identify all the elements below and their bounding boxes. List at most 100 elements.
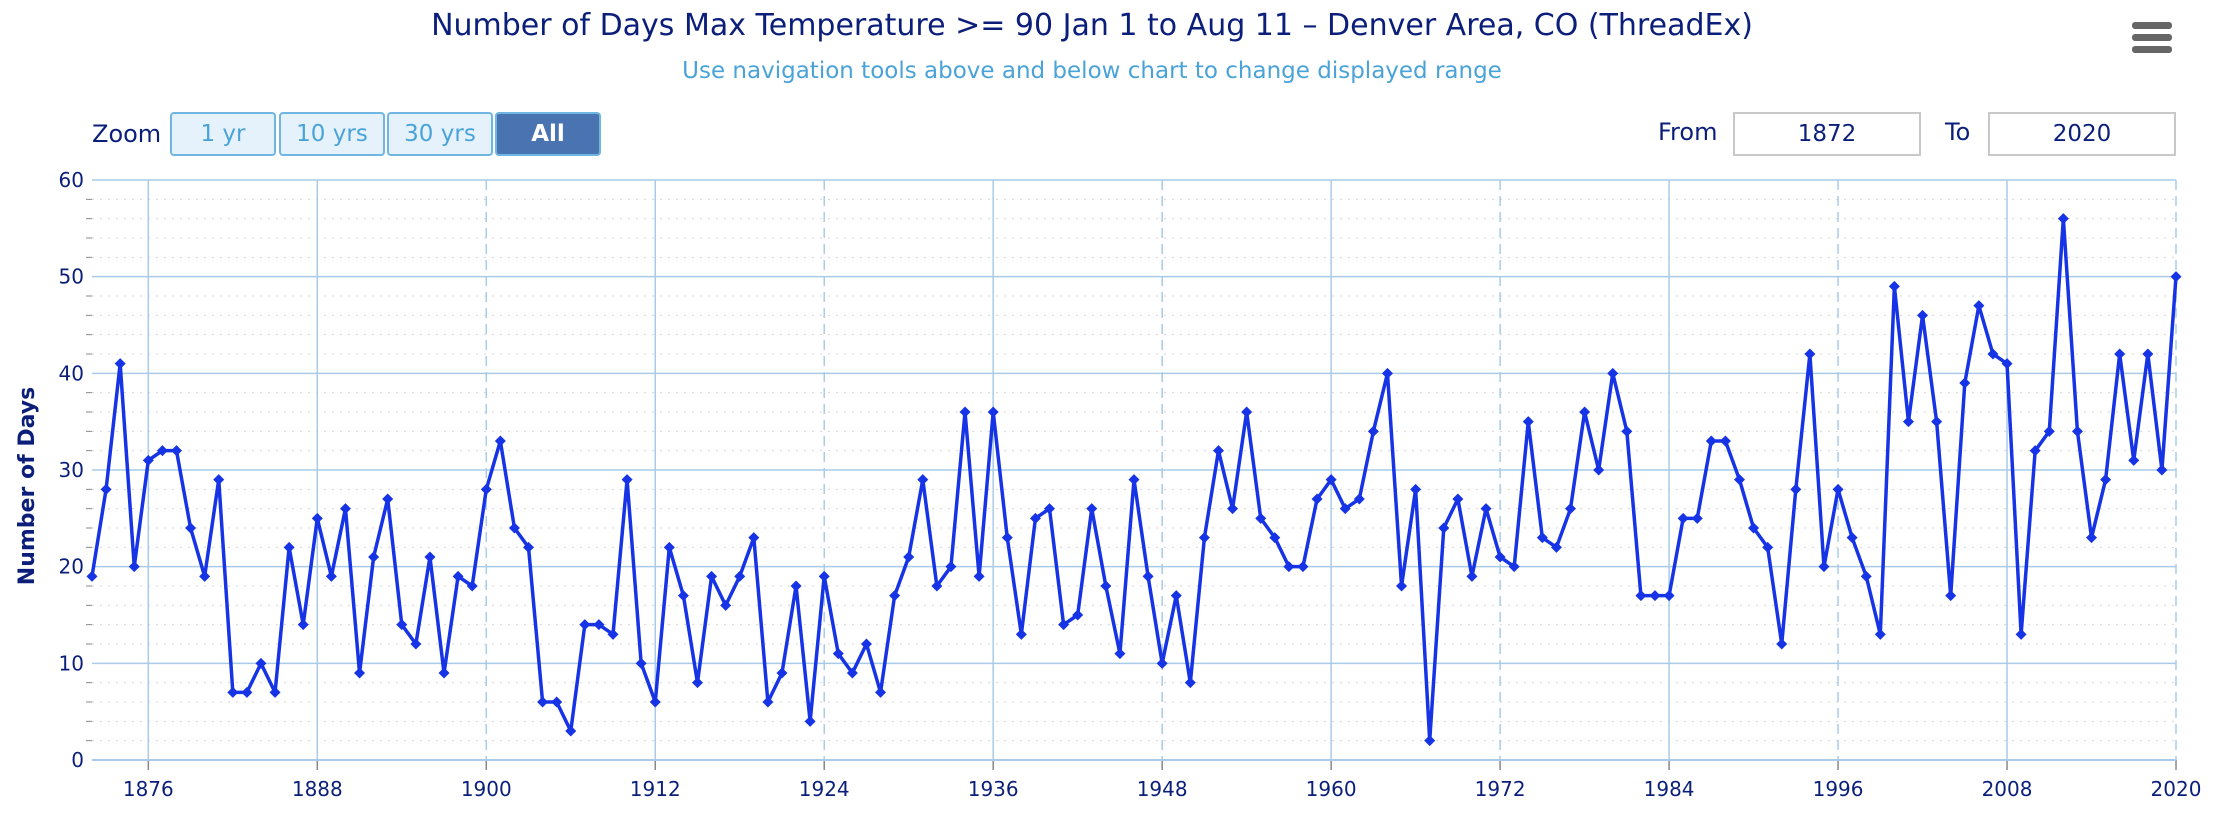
zoom-all-button[interactable]: All [495, 112, 601, 156]
data-point-1976 [1550, 541, 1562, 553]
y-tick-label: 0 [71, 748, 84, 772]
data-point-1987 [1705, 435, 1717, 447]
data-point-1901 [494, 435, 506, 447]
data-point-1958 [1297, 561, 1309, 573]
data-point-1896 [424, 551, 436, 563]
data-point-1946 [1128, 474, 1140, 486]
data-point-1984 [1663, 590, 1675, 602]
data-point-1939 [1029, 512, 1041, 524]
data-point-1881 [213, 474, 225, 486]
data-point-2001 [1902, 416, 1914, 428]
data-point-1930 [903, 551, 915, 563]
data-point-1936 [987, 406, 999, 418]
data-point-1889 [325, 570, 337, 582]
data-point-1995 [1818, 561, 1830, 573]
data-point-1926 [846, 667, 858, 679]
data-point-1879 [185, 522, 197, 534]
data-point-2006 [1973, 300, 1985, 312]
data-point-1938 [1015, 628, 1027, 640]
data-point-1993 [1790, 483, 1802, 495]
y-tick-label: 20 [59, 555, 84, 579]
x-tick-label: 1960 [1306, 777, 1357, 801]
data-point-1932 [931, 580, 943, 592]
y-tick-label: 60 [59, 168, 84, 192]
data-point-1974 [1522, 416, 1534, 428]
data-point-1915 [691, 677, 703, 689]
data-point-1911 [635, 657, 647, 669]
data-point-1947 [1142, 570, 1154, 582]
data-point-1977 [1565, 503, 1577, 515]
y-axis-title: Number of Days [15, 387, 40, 585]
data-point-2003 [1931, 416, 1943, 428]
zoom-1yr-button[interactable]: 1 yr [170, 112, 276, 156]
data-point-1900 [480, 483, 492, 495]
hamburger-menu-icon[interactable] [2132, 22, 2172, 56]
data-point-1973 [1508, 561, 1520, 573]
data-point-1968 [1438, 522, 1450, 534]
data-point-1948 [1156, 657, 1168, 669]
x-tick-label: 2008 [1982, 777, 2033, 801]
data-point-1909 [607, 628, 619, 640]
data-point-2015 [2100, 474, 2112, 486]
data-point-1966 [1410, 483, 1422, 495]
zoom-30yrs-button[interactable]: 30 yrs [387, 112, 493, 156]
data-point-1952 [1212, 445, 1224, 457]
to-date-input[interactable]: 2020 [1988, 112, 2176, 156]
data-point-1957 [1283, 561, 1295, 573]
data-point-1903 [523, 541, 535, 553]
data-point-1887 [297, 619, 309, 631]
data-point-1873 [100, 483, 112, 495]
data-point-1906 [565, 725, 577, 737]
data-point-1924 [818, 570, 830, 582]
data-point-1907 [579, 619, 591, 631]
data-point-1928 [875, 686, 887, 698]
x-tick-label: 1876 [123, 777, 174, 801]
data-point-1991 [1762, 541, 1774, 553]
from-date-input[interactable]: 1872 [1733, 112, 1921, 156]
zoom-label: Zoom [92, 120, 162, 148]
data-point-1953 [1227, 503, 1239, 515]
data-point-1899 [466, 580, 478, 592]
data-point-1941 [1058, 619, 1070, 631]
data-point-1892 [368, 551, 380, 563]
data-point-2013 [2071, 425, 2083, 437]
data-point-1945 [1114, 648, 1126, 660]
data-point-1975 [1536, 532, 1548, 544]
data-point-1893 [382, 493, 394, 505]
data-point-1937 [1001, 532, 1013, 544]
data-point-1891 [354, 667, 366, 679]
data-point-1912 [649, 696, 661, 708]
grid-layer [92, 179, 2177, 761]
data-point-1925 [832, 648, 844, 660]
data-point-1989 [1733, 474, 1745, 486]
to-label: To [1945, 118, 1971, 146]
data-point-1967 [1424, 735, 1436, 747]
data-point-2009 [2015, 628, 2027, 640]
x-tick-label: 1936 [968, 777, 1019, 801]
x-tick-label: 1912 [630, 777, 681, 801]
data-point-1940 [1044, 503, 1056, 515]
data-point-1902 [508, 522, 520, 534]
x-tick-label: 1900 [461, 777, 512, 801]
data-point-2007 [1987, 348, 1999, 360]
data-point-1918 [734, 570, 746, 582]
data-point-2008 [2001, 358, 2013, 370]
data-point-1978 [1579, 406, 1591, 418]
data-point-1942 [1072, 609, 1084, 621]
data-point-1954 [1241, 406, 1253, 418]
data-point-1982 [1635, 590, 1647, 602]
data-point-1950 [1184, 677, 1196, 689]
x-tick-label: 1888 [292, 777, 343, 801]
chart-title: Number of Days Max Temperature >= 90 Jan… [431, 8, 1753, 43]
data-point-1872 [86, 570, 98, 582]
data-point-1929 [889, 590, 901, 602]
data-point-2019 [2156, 464, 2168, 476]
data-point-1914 [677, 590, 689, 602]
zoom-10yrs-button[interactable]: 10 yrs [279, 112, 385, 156]
data-point-1992 [1776, 638, 1788, 650]
data-point-1956 [1269, 532, 1281, 544]
data-point-1894 [396, 619, 408, 631]
x-tick-label: 1972 [1475, 777, 1526, 801]
data-point-1883 [241, 686, 253, 698]
data-point-1990 [1748, 522, 1760, 534]
